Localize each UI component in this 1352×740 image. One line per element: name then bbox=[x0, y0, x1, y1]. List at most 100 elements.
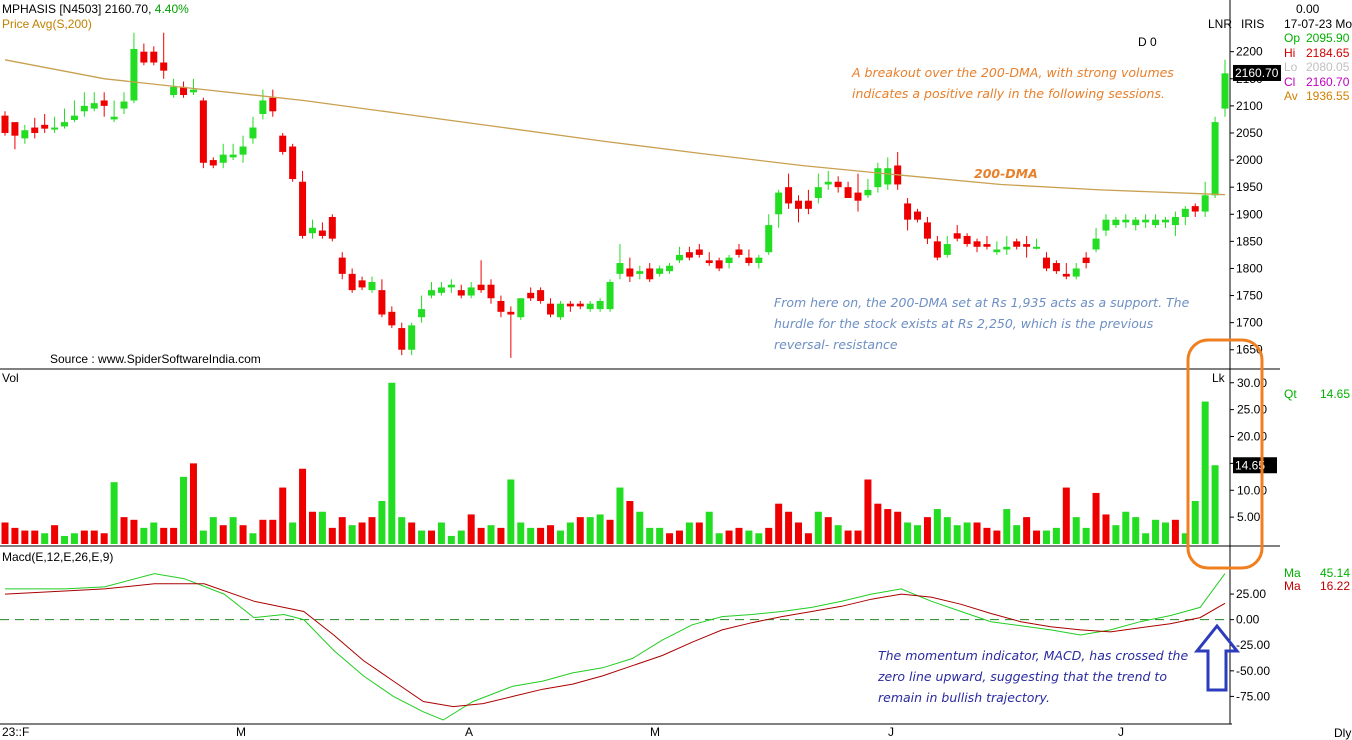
candle-body bbox=[1201, 195, 1209, 212]
candle bbox=[269, 89, 277, 117]
volume-bar bbox=[477, 527, 485, 544]
candle bbox=[487, 279, 495, 304]
candle bbox=[219, 143, 227, 169]
volume-bar bbox=[1132, 517, 1140, 544]
candle bbox=[229, 143, 237, 161]
volume-bar bbox=[904, 522, 912, 544]
volume-bar bbox=[884, 509, 892, 544]
candle bbox=[368, 276, 376, 293]
up-arrow-icon bbox=[1193, 623, 1241, 692]
candle-body bbox=[517, 298, 525, 318]
volume-bar bbox=[1033, 530, 1041, 544]
candle-body bbox=[775, 192, 783, 215]
candle-body bbox=[636, 271, 644, 274]
volume-bar bbox=[368, 517, 376, 544]
candle bbox=[735, 244, 743, 258]
volume-bar bbox=[566, 522, 574, 544]
candle-body bbox=[11, 122, 19, 136]
candle-body bbox=[457, 290, 465, 296]
volume-unit: Lk bbox=[1212, 371, 1225, 385]
candle-body bbox=[904, 203, 912, 220]
macd-panel bbox=[0, 573, 1230, 721]
candle-body bbox=[1072, 268, 1080, 277]
volume-bar bbox=[963, 522, 971, 544]
candle bbox=[923, 216, 931, 245]
volume-bar bbox=[646, 527, 654, 544]
volume-bar bbox=[1142, 533, 1150, 544]
volume-bar bbox=[1122, 511, 1130, 544]
candle bbox=[616, 244, 624, 280]
candle-body bbox=[398, 328, 406, 350]
quote-value-op: 2095.90 bbox=[1306, 31, 1350, 45]
qt-value: 14.65 bbox=[1320, 387, 1351, 401]
volume-bar bbox=[854, 530, 862, 544]
volume-bar bbox=[606, 519, 614, 544]
candle-body bbox=[338, 257, 346, 274]
volume-bar bbox=[1013, 525, 1021, 544]
volume-bar bbox=[497, 527, 505, 544]
candle-body bbox=[1152, 219, 1160, 226]
volume-bar bbox=[229, 517, 237, 544]
candle bbox=[259, 89, 267, 120]
x-tick-label: 23::F bbox=[2, 725, 29, 739]
volume-bar bbox=[1082, 527, 1090, 544]
candle bbox=[1161, 216, 1169, 228]
candle bbox=[636, 265, 644, 280]
candle bbox=[100, 92, 108, 117]
candle-body bbox=[1161, 219, 1169, 223]
candle-body bbox=[21, 130, 29, 139]
volume-bar bbox=[933, 509, 941, 544]
candle-body bbox=[110, 116, 118, 120]
interval-label: Dly bbox=[1334, 726, 1352, 740]
candle bbox=[428, 282, 436, 299]
quote-value-av: 1936.55 bbox=[1306, 89, 1350, 103]
candle-body bbox=[1003, 246, 1011, 250]
candle-body bbox=[983, 244, 991, 247]
candle bbox=[874, 162, 882, 193]
volume-bar bbox=[874, 503, 882, 544]
volume-bar bbox=[894, 511, 902, 544]
candle-body bbox=[656, 268, 664, 274]
volume-bar bbox=[715, 533, 723, 544]
price-badge: 2160.70 bbox=[1235, 66, 1279, 80]
candle bbox=[646, 263, 654, 282]
x-tick-label: J bbox=[1118, 725, 1124, 739]
candle bbox=[1052, 260, 1060, 274]
candle-body bbox=[547, 303, 555, 315]
candle-body bbox=[1112, 219, 1120, 226]
candle bbox=[21, 124, 29, 144]
candle bbox=[279, 132, 287, 155]
x-tick-label: M bbox=[236, 725, 246, 739]
candle-body bbox=[814, 187, 822, 198]
candle bbox=[1023, 235, 1031, 258]
candle bbox=[834, 176, 842, 193]
volume-bar bbox=[199, 530, 207, 544]
price-tick-label: 2100 bbox=[1236, 99, 1263, 113]
macd-ma2-value: 16.22 bbox=[1320, 579, 1351, 593]
candle-body bbox=[80, 105, 88, 112]
candle bbox=[725, 254, 733, 269]
candle-body bbox=[685, 252, 693, 258]
volume-bar bbox=[844, 530, 852, 544]
candle-body bbox=[497, 300, 505, 312]
volume-bar bbox=[537, 527, 545, 544]
candle bbox=[1191, 203, 1199, 217]
volume-bar bbox=[576, 517, 584, 544]
macd-signal-line bbox=[4, 583, 1226, 708]
volume-bar bbox=[487, 525, 495, 544]
candle-body bbox=[874, 168, 882, 188]
candle bbox=[199, 97, 207, 169]
candle-body bbox=[963, 235, 971, 245]
last-price: 2160.70, bbox=[104, 2, 152, 16]
candle bbox=[170, 78, 178, 98]
candle-body bbox=[318, 230, 326, 236]
candle-body bbox=[180, 86, 188, 96]
candle-body bbox=[279, 135, 287, 152]
candle bbox=[675, 246, 683, 264]
volume-bar bbox=[80, 530, 88, 544]
volume-bar bbox=[745, 530, 753, 544]
candle-body bbox=[209, 160, 217, 166]
candle bbox=[249, 116, 257, 144]
candle bbox=[556, 300, 564, 320]
candle bbox=[666, 263, 674, 274]
